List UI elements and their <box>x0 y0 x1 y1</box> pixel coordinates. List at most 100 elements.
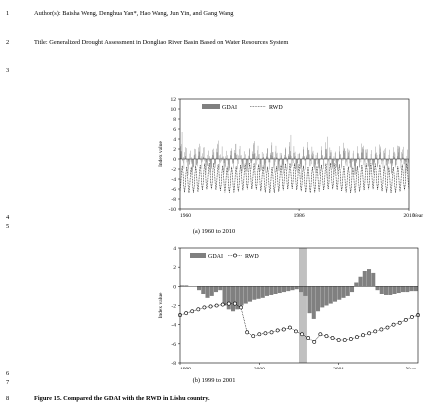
rwd-point <box>208 304 213 309</box>
gdai-bar <box>235 286 240 310</box>
rwd-point <box>312 340 317 344</box>
y-tick-label: 0 <box>173 284 176 290</box>
gdai-bar <box>231 286 236 312</box>
gdai-bar <box>392 286 397 294</box>
x-tick-label: 2010 <box>404 213 415 219</box>
rwd-point <box>361 333 365 338</box>
line-4: 4 <box>0 212 428 224</box>
line-7: 7 <box>0 377 428 389</box>
gdai-bar <box>260 286 265 298</box>
gdai-bar <box>388 286 393 295</box>
y-tick-label: -10 <box>169 207 177 213</box>
rwd-point <box>367 331 372 336</box>
line-number: 4 <box>6 214 10 221</box>
rwd-point <box>190 309 195 314</box>
highlight-band <box>299 248 307 363</box>
rwd-line <box>179 162 410 194</box>
y-tick-label: 2 <box>173 147 176 153</box>
line-number: 3 <box>6 67 10 74</box>
legend-gdai-swatch <box>190 253 206 258</box>
legend-gdai-label: GDAI <box>208 254 223 260</box>
line-number: 2 <box>6 39 10 46</box>
caption-b: (b) 1999 to 2001 <box>192 377 236 384</box>
rwd-point <box>202 305 207 310</box>
rwd-point <box>184 311 189 316</box>
gdai-bar <box>239 286 244 306</box>
line-number: 8 <box>6 395 10 402</box>
rwd-point <box>355 335 359 340</box>
rwd-point <box>251 334 256 339</box>
gdai-bar <box>384 286 389 295</box>
x-tick-label: 2001 <box>333 367 344 369</box>
gdai-bar <box>290 286 295 291</box>
rwd-point <box>287 325 292 330</box>
rwd-point <box>336 338 341 342</box>
rwd-point <box>318 332 323 337</box>
y-tick-label: 4 <box>173 246 176 252</box>
gdai-bar <box>282 286 287 293</box>
line-6: 6 <box>0 368 428 380</box>
gdai-bar <box>184 285 189 287</box>
y-tick-label: -2 <box>171 167 176 173</box>
rwd-point <box>214 303 219 308</box>
gdai-bar <box>201 286 206 294</box>
gdai-bar <box>299 286 304 293</box>
y-axis-label: Index value <box>158 292 164 318</box>
gdai-bar <box>341 286 346 298</box>
chart-gdai-rwd-1960-2010: Index value -10 -8 -6 -4 -2 0 2 4 6 8 10 12 1960 1986 2… <box>158 97 423 219</box>
y-tick-label: -8 <box>171 197 176 203</box>
gdai-bar <box>222 286 227 306</box>
y-tick-label: -4 <box>171 323 176 329</box>
rwd-point <box>409 315 414 319</box>
x-tick-label: 2000 <box>254 367 265 369</box>
y-tick-label: -6 <box>171 342 176 348</box>
x-tick-label: 1960 <box>180 213 191 219</box>
y-tick-label: -4 <box>171 177 176 183</box>
line-8: 8 Figure 15. Compared the GDAI with the … <box>0 393 428 405</box>
gdai-bar <box>248 286 253 302</box>
y-axis-label: Index value <box>158 141 164 167</box>
legend-rwd-label: RWD <box>269 105 283 111</box>
gdai-bar <box>367 269 372 287</box>
line-3: 3 <box>0 65 428 77</box>
gdai-bar <box>350 286 355 293</box>
gdai-bar <box>265 286 270 296</box>
gdai-bar <box>218 286 223 291</box>
rwd-point <box>275 328 280 333</box>
gdai-bar <box>197 286 202 291</box>
gdai-bar <box>324 286 329 306</box>
gdai-bar <box>396 286 401 294</box>
gdai-bar <box>303 286 308 296</box>
y-tick-label: 10 <box>171 107 177 113</box>
rwd-point <box>379 327 384 332</box>
title-line: Title: Generalized Drought Assessment in… <box>34 39 289 46</box>
gdai-bar <box>307 286 312 314</box>
gdai-bar <box>354 282 359 287</box>
gdai-bar <box>401 286 406 293</box>
rwd-point <box>373 329 378 334</box>
rwd-point <box>281 327 286 332</box>
gdai-bar <box>409 286 414 292</box>
line-5: 5 <box>0 221 428 233</box>
rwd-point <box>330 336 335 340</box>
gdai-bar <box>252 286 257 300</box>
rwd-point <box>269 330 274 335</box>
gdai-bar <box>311 286 316 319</box>
gdai-bar <box>243 286 248 304</box>
y-tick-label: 4 <box>173 137 176 143</box>
y-tick-label: 6 <box>173 127 176 133</box>
y-tick-label: -2 <box>171 304 176 310</box>
gdai-bar <box>205 286 210 298</box>
author-line: Author(s): Baisha Weng, Denghua Yan*, Ha… <box>34 10 234 17</box>
plot-frame <box>179 98 410 210</box>
legend-rwd-marker <box>233 253 237 258</box>
gdai-bar <box>345 286 350 296</box>
gdai-bar <box>286 286 291 292</box>
rwd-point <box>391 322 396 327</box>
line-number: 7 <box>6 379 10 386</box>
gdai-bar <box>209 286 214 296</box>
legend-gdai-label: GDAI <box>222 105 237 111</box>
legend-gdai-swatch <box>202 104 220 109</box>
line-1: 1 Author(s): Baisha Weng, Denghua Yan*, … <box>0 8 428 20</box>
rwd-point <box>245 330 250 335</box>
